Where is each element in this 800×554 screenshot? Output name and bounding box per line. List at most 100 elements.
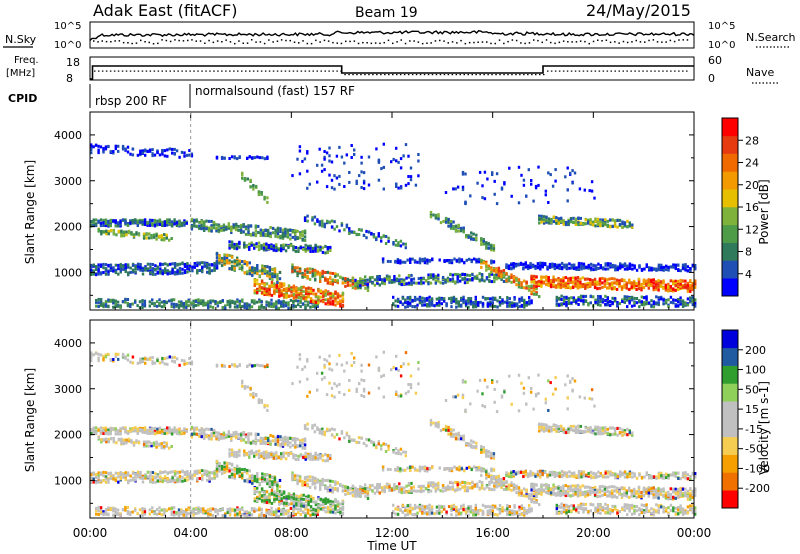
power-cell (183, 223, 186, 227)
velocity-cell (97, 436, 100, 440)
power-cell (321, 219, 324, 223)
power-cell (107, 264, 110, 268)
power-cell (124, 220, 127, 224)
power-cell (393, 277, 396, 281)
power-cell (652, 302, 656, 306)
power-cell (480, 273, 484, 276)
power-cell (256, 282, 259, 286)
power-cell (669, 265, 673, 269)
velocity-cell (131, 361, 135, 365)
power-cell (463, 276, 467, 280)
power-cell (261, 272, 264, 276)
velocity-cell (141, 357, 144, 361)
power-cell (491, 171, 494, 175)
velocity-cell (102, 470, 105, 474)
power-cell (637, 287, 641, 291)
power-cell (280, 304, 283, 308)
power-cell (276, 230, 280, 234)
power-cell (681, 266, 685, 270)
power-cell (681, 263, 685, 267)
power-cell (238, 266, 241, 270)
power-cell (643, 303, 646, 307)
power-cell (309, 287, 313, 290)
power-cell (506, 301, 509, 305)
power-cell (449, 272, 452, 276)
power-cell (306, 169, 309, 173)
velocity-cell (104, 426, 108, 430)
nave-point (209, 70, 211, 72)
power-cell (401, 260, 404, 264)
power-cell (248, 266, 251, 270)
power-cell (319, 277, 322, 281)
power-cell (233, 300, 237, 304)
power-cell (449, 224, 453, 228)
power-cell (495, 270, 498, 274)
power-cell (284, 304, 288, 308)
velocity-cell (121, 352, 125, 356)
power-cell (339, 300, 342, 303)
power-cell (684, 279, 687, 283)
power-cell (404, 260, 407, 264)
velocity-cell (142, 440, 146, 444)
power-cell (569, 280, 572, 284)
power-cell (464, 304, 468, 308)
power-cell (458, 260, 461, 264)
power-cell (144, 265, 147, 269)
power-cell (462, 295, 465, 299)
power-cell (119, 266, 122, 269)
power-cell (359, 277, 362, 281)
power-cell (392, 303, 395, 307)
velocity-cell (206, 474, 209, 478)
power-cell (95, 299, 98, 302)
power-cell (567, 282, 570, 286)
velocity-cell (181, 475, 184, 479)
power-cell (566, 188, 569, 192)
power-cell (594, 267, 598, 271)
nsearch-point (131, 42, 133, 45)
power-cell (114, 302, 117, 306)
nsearch-point (383, 41, 385, 44)
power-cell (438, 303, 441, 307)
power-cell (586, 277, 589, 281)
power-cell (589, 218, 592, 222)
velocity-cell (153, 429, 157, 433)
power-cell (681, 285, 685, 289)
power-cell (193, 262, 196, 265)
velocity-cell (208, 477, 211, 481)
power-cell (316, 180, 319, 184)
power-cell (594, 224, 597, 228)
power-cell (193, 224, 196, 228)
power-cell (686, 297, 690, 301)
power-cell (255, 242, 258, 246)
velocity-cell (156, 474, 159, 478)
velocity-cell (206, 470, 209, 474)
velocity-cell (160, 443, 163, 447)
power-cell (328, 159, 331, 163)
power-cell (335, 154, 339, 158)
power-cell (97, 297, 100, 301)
velocity-cell (166, 431, 169, 435)
nsearch-point (626, 41, 629, 44)
power-cell (522, 262, 525, 266)
velocity-cell (161, 360, 164, 364)
power-cell (560, 220, 563, 224)
power-cell (467, 305, 470, 309)
power-cell (672, 263, 675, 267)
power-cell (313, 222, 317, 226)
power-cell (264, 229, 267, 233)
power-cell (525, 194, 528, 198)
power-cell (604, 218, 607, 222)
power-cell (522, 279, 526, 283)
nsearch-point (187, 39, 189, 42)
power-cell (306, 270, 309, 274)
velocity-cell (97, 478, 100, 482)
power-cell (421, 296, 424, 300)
velocity-cell (99, 509, 103, 512)
power-cell (472, 238, 475, 241)
power-cell (305, 289, 308, 293)
power-cell (448, 259, 451, 262)
power-cell (263, 195, 266, 199)
power-cell (262, 246, 266, 250)
power-cell (457, 229, 460, 233)
power-cell (158, 304, 161, 307)
